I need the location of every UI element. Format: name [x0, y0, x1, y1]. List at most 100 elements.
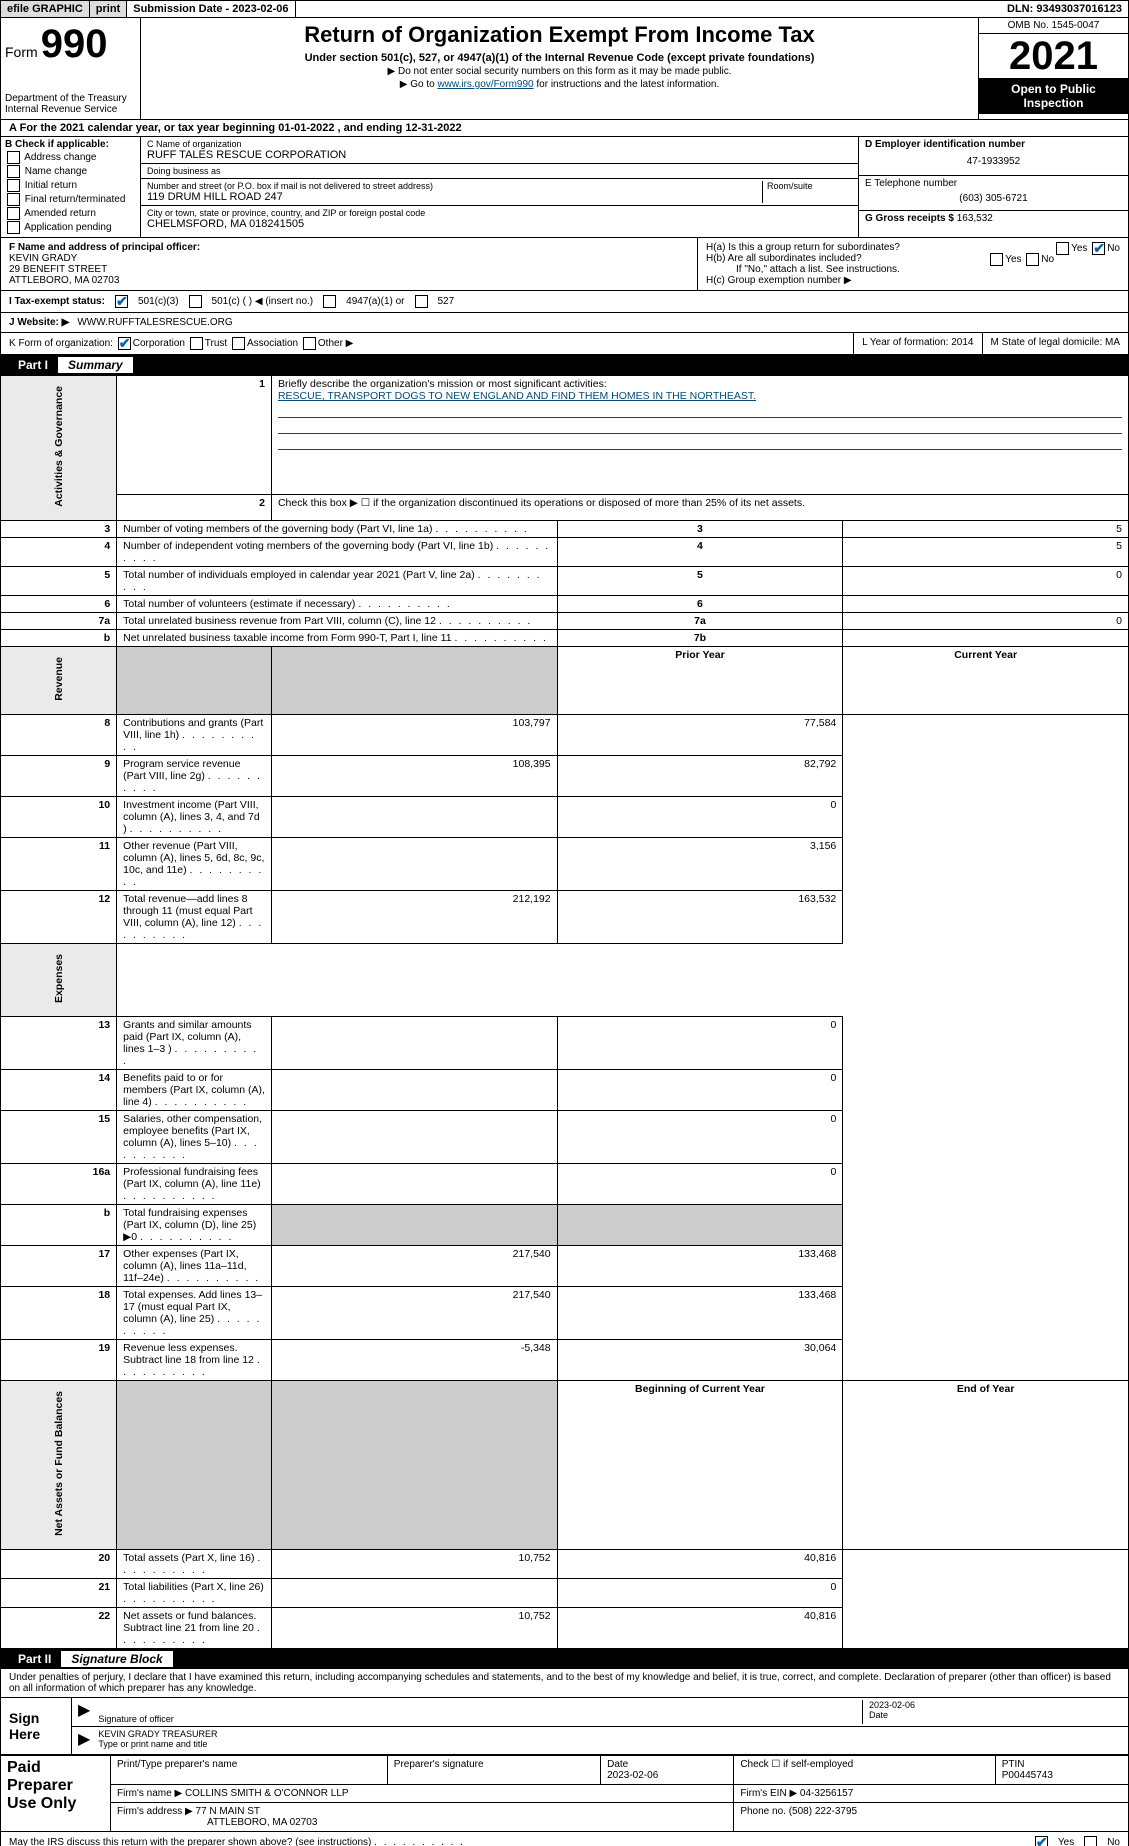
box-b-header: B Check if applicable:	[5, 139, 136, 150]
sign-here-label: Sign Here	[1, 1698, 71, 1754]
irs-discuss-row: May the IRS discuss this return with the…	[0, 1832, 1129, 1846]
ein-value: 47-1933952	[865, 150, 1122, 173]
org-name: RUFF TALES RESCUE CORPORATION	[147, 149, 852, 161]
website-value: WWW.RUFFTALESRESCUE.ORG	[77, 317, 232, 328]
501c3-checkbox[interactable]	[115, 295, 128, 308]
side-expenses: Expenses	[53, 946, 65, 1011]
addr-value: 119 DRUM HILL ROAD 247	[147, 191, 762, 203]
officer-name: KEVIN GRADY	[9, 253, 689, 264]
omb-number: OMB No. 1545-0047	[979, 18, 1128, 34]
summary-row: 16aProfessional fundraising fees (Part I…	[1, 1163, 1129, 1204]
summary-row: 10Investment income (Part VIII, column (…	[1, 796, 1129, 837]
summary-row: 20Total assets (Part X, line 16) 10,7524…	[1, 1549, 1129, 1578]
hb-yes-checkbox[interactable]	[990, 253, 1003, 266]
hb-label: H(b) Are all subordinates included?	[706, 253, 862, 264]
trust-checkbox[interactable]	[190, 337, 203, 350]
officer-addr2: ATTLEBORO, MA 02703	[9, 275, 689, 286]
dept-label: Department of the Treasury Internal Reve…	[5, 93, 136, 115]
dln: DLN: 93493037016123	[1001, 1, 1128, 17]
city-value: CHELMSFORD, MA 018241505	[147, 218, 852, 230]
form-title: Return of Organization Exempt From Incom…	[145, 22, 974, 48]
summary-row: 19Revenue less expenses. Subtract line 1…	[1, 1339, 1129, 1380]
box-b-item[interactable]: Amended return	[5, 207, 136, 220]
summary-row: 9Program service revenue (Part VIII, lin…	[1, 755, 1129, 796]
box-b-item[interactable]: Application pending	[5, 221, 136, 234]
other-checkbox[interactable]	[303, 337, 316, 350]
summary-row: 14Benefits paid to or for members (Part …	[1, 1069, 1129, 1110]
summary-row: bTotal fundraising expenses (Part IX, co…	[1, 1204, 1129, 1245]
summary-row: bNet unrelated business taxable income f…	[1, 629, 1129, 646]
assoc-checkbox[interactable]	[232, 337, 245, 350]
state-domicile: M State of legal domicile: MA	[983, 333, 1129, 354]
summary-row: 22Net assets or fund balances. Subtract …	[1, 1607, 1129, 1648]
org-name-label: C Name of organization	[147, 139, 852, 149]
discuss-no-checkbox[interactable]	[1084, 1836, 1097, 1846]
summary-row: 12Total revenue—add lines 8 through 11 (…	[1, 890, 1129, 943]
gross-receipts-label: G Gross receipts $	[865, 213, 954, 224]
efile-button[interactable]: efile GRAPHIC	[1, 1, 90, 17]
501c-checkbox[interactable]	[189, 295, 202, 308]
year-formation: L Year of formation: 2014	[854, 333, 982, 354]
side-governance: Activities & Governance	[53, 378, 65, 515]
ha-label: H(a) Is this a group return for subordin…	[706, 242, 900, 253]
corp-checkbox[interactable]	[118, 337, 131, 350]
mission-text[interactable]: RESCUE, TRANSPORT DOGS TO NEW ENGLAND AN…	[278, 390, 756, 402]
summary-row: 11Other revenue (Part VIII, column (A), …	[1, 837, 1129, 890]
phone-value: (603) 305-6721	[865, 189, 1122, 208]
box-b-item[interactable]: Initial return	[5, 179, 136, 192]
top-bar: efile GRAPHIC print Submission Date - 20…	[0, 0, 1129, 18]
ein-label: D Employer identification number	[865, 139, 1122, 150]
room-label: Room/suite	[767, 181, 852, 191]
hb-note: If "No," attach a list. See instructions…	[706, 264, 1120, 275]
box-b-item[interactable]: Name change	[5, 165, 136, 178]
summary-table: Activities & Governance 1 Briefly descri…	[0, 375, 1129, 1649]
part-1-header: Part I Summary	[0, 355, 1129, 375]
addr-label: Number and street (or P.O. box if mail i…	[147, 181, 762, 191]
row-j: J Website: ▶ WWW.RUFFTALESRESCUE.ORG	[0, 313, 1129, 333]
form-note-2: ▶ Go to www.irs.gov/Form990 for instruct…	[145, 79, 974, 90]
gross-receipts-value: 163,532	[957, 213, 993, 224]
officer-addr1: 29 BENEFIT STREET	[9, 264, 689, 275]
form-label: Form	[5, 44, 38, 60]
paid-preparer-label: Paid Preparer Use Only	[1, 1755, 111, 1831]
summary-row: 17Other expenses (Part IX, column (A), l…	[1, 1245, 1129, 1286]
section-b-c-d-e-g: B Check if applicable: Address change Na…	[0, 137, 1129, 238]
4947-checkbox[interactable]	[323, 295, 336, 308]
form-number: 990	[41, 22, 108, 66]
527-checkbox[interactable]	[415, 295, 428, 308]
submission-date: Submission Date - 2023-02-06	[127, 1, 295, 17]
irs-link[interactable]: www.irs.gov/Form990	[437, 79, 533, 90]
preparer-table: Paid Preparer Use Only Print/Type prepar…	[0, 1755, 1129, 1832]
dba-label: Doing business as	[147, 166, 852, 176]
officer-label: F Name and address of principal officer:	[9, 242, 689, 253]
ha-no-checkbox[interactable]	[1092, 242, 1105, 255]
phone-label: E Telephone number	[865, 178, 1122, 189]
section-f-h: F Name and address of principal officer:…	[0, 238, 1129, 291]
row-a-tax-year: A For the 2021 calendar year, or tax yea…	[0, 120, 1129, 137]
side-revenue: Revenue	[53, 649, 65, 709]
print-button[interactable]: print	[90, 1, 127, 17]
city-label: City or town, state or province, country…	[147, 208, 852, 218]
summary-row: 4Number of independent voting members of…	[1, 537, 1129, 566]
summary-row: 5Total number of individuals employed in…	[1, 566, 1129, 595]
tax-year: 2021	[979, 34, 1128, 78]
form-header: Form 990 Department of the Treasury Inte…	[0, 18, 1129, 120]
summary-row: 15Salaries, other compensation, employee…	[1, 1110, 1129, 1163]
summary-row: 13Grants and similar amounts paid (Part …	[1, 1016, 1129, 1069]
side-net-assets: Net Assets or Fund Balances	[53, 1383, 65, 1544]
hb-no-checkbox[interactable]	[1026, 253, 1039, 266]
discuss-yes-checkbox[interactable]	[1035, 1836, 1048, 1846]
summary-row: 7aTotal unrelated business revenue from …	[1, 612, 1129, 629]
part-2-header: Part II Signature Block	[0, 1649, 1129, 1669]
summary-row: 18Total expenses. Add lines 13–17 (must …	[1, 1286, 1129, 1339]
box-b-item[interactable]: Address change	[5, 151, 136, 164]
row-i: I Tax-exempt status: 501(c)(3) 501(c) ( …	[0, 291, 1129, 313]
declaration-text: Under penalties of perjury, I declare th…	[1, 1669, 1128, 1697]
box-b-item[interactable]: Final return/terminated	[5, 193, 136, 206]
summary-row: 21Total liabilities (Part X, line 26) 0	[1, 1578, 1129, 1607]
ha-yes-checkbox[interactable]	[1056, 242, 1069, 255]
signature-block: Under penalties of perjury, I declare th…	[0, 1669, 1129, 1755]
row-k-l-m: K Form of organization: Corporation Trus…	[0, 333, 1129, 355]
summary-row: 6Total number of volunteers (estimate if…	[1, 595, 1129, 612]
summary-row: 8Contributions and grants (Part VIII, li…	[1, 714, 1129, 755]
